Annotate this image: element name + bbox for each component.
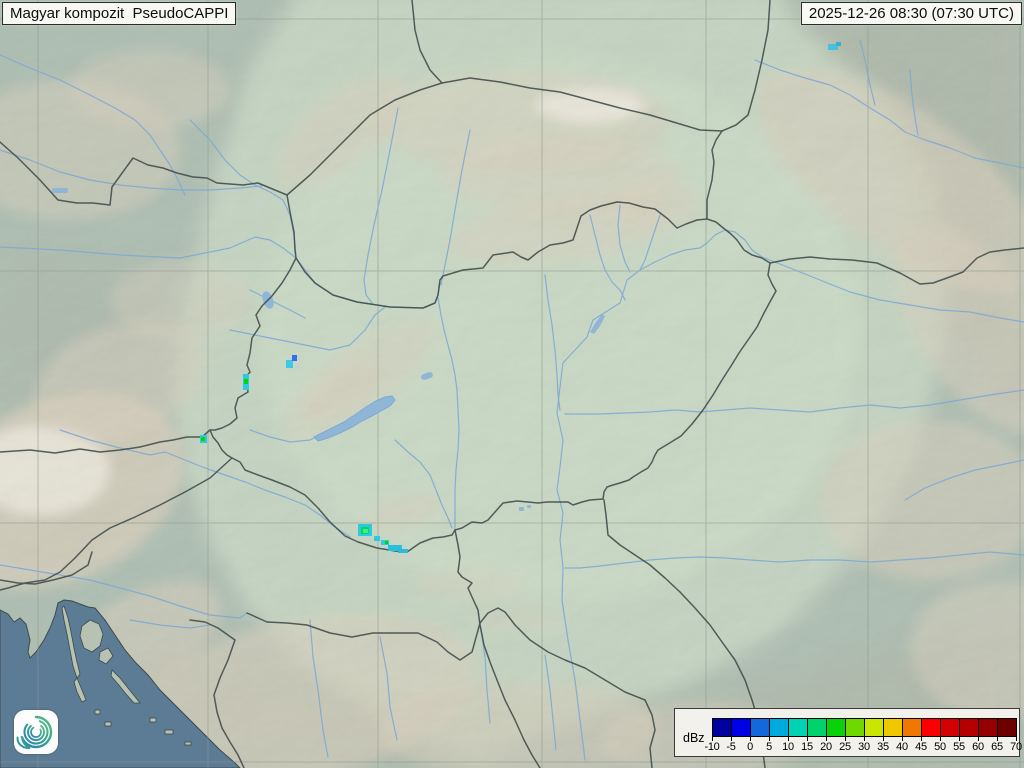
colorbar-tick-label: 30 xyxy=(858,741,870,753)
colorbar-tick xyxy=(883,737,884,741)
colorbar-tick xyxy=(959,737,960,741)
dbz-unit-label: dBz xyxy=(683,731,705,745)
colorbar-cell xyxy=(807,718,827,737)
colorbar-cell xyxy=(769,718,789,737)
colorbar-tick-label: 0 xyxy=(747,741,753,753)
colorbar-tick xyxy=(750,737,751,741)
colorbar-cell xyxy=(864,718,884,737)
colorbar-tick-label: 45 xyxy=(915,741,927,753)
colorbar-tick-label: 35 xyxy=(877,741,889,753)
colorbar-tick-label: 70 xyxy=(1010,741,1022,753)
radar-echo xyxy=(292,355,297,361)
colorbar-cell xyxy=(921,718,941,737)
colorbar-cell xyxy=(712,718,732,737)
timestamp-label: 2025-12-26 08:30 (07:30 UTC) xyxy=(800,2,1022,25)
colorbar-tick-label: 60 xyxy=(972,741,984,753)
rivers xyxy=(0,39,1024,761)
lake-velence xyxy=(421,372,433,380)
colorbar-tick xyxy=(902,737,903,741)
colorbar-tick-label: 20 xyxy=(820,741,832,753)
colorbar-tick-label: 15 xyxy=(801,741,813,753)
lake-nove-mlyny xyxy=(52,188,68,193)
radar-echo xyxy=(836,42,841,46)
colorbar-tick-label: 65 xyxy=(991,741,1003,753)
colorbar-cells xyxy=(712,718,1017,737)
colorbar-tick-label: -5 xyxy=(726,741,736,753)
colorbar-tick xyxy=(1016,737,1017,741)
radar-echo xyxy=(385,541,388,544)
colorbar-cell xyxy=(826,718,846,737)
colorbar-cell xyxy=(788,718,808,737)
radar-echo xyxy=(374,536,380,541)
colorbar-cell xyxy=(750,718,770,737)
colorbar-tick xyxy=(845,737,846,741)
spiral-logo-icon xyxy=(16,715,53,750)
colorbar-tick xyxy=(712,737,713,741)
colorbar-tick-label: 40 xyxy=(896,741,908,753)
colorbar-cell xyxy=(940,718,960,737)
radar-echo xyxy=(201,437,205,441)
adriatic-sea xyxy=(0,599,241,768)
lake-balaton xyxy=(313,395,396,442)
dbz-colorbar: dBz -10 -5 0 5 10 15 20 25 30 35 40 45 50 55 60 65 70 xyxy=(674,708,1022,757)
colorbar-tick xyxy=(940,737,941,741)
colorbar-tick xyxy=(769,737,770,741)
colorbar-tick xyxy=(921,737,922,741)
colorbar-tick xyxy=(807,737,808,741)
radar-echo xyxy=(388,545,402,551)
colorbar-cell xyxy=(883,718,903,737)
colorbar-cell xyxy=(845,718,865,737)
radar-echo xyxy=(828,44,838,50)
colorbar-tick xyxy=(788,737,789,741)
colorbar-tick xyxy=(826,737,827,741)
adriatic-islands xyxy=(61,605,192,746)
colorbar-cell xyxy=(731,718,751,737)
colorbar-tick xyxy=(997,737,998,741)
product-label: Magyar kompozit PseudoCAPPI xyxy=(2,2,237,25)
radar-echo-layer xyxy=(200,42,841,553)
colorbar-cell xyxy=(902,718,922,737)
colorbar-tick xyxy=(978,737,979,741)
colorbar-cell xyxy=(997,718,1017,737)
colorbar-cell xyxy=(978,718,998,737)
colorbar-tick-label: -10 xyxy=(704,741,720,753)
colorbar-tick-label: 25 xyxy=(839,741,851,753)
colorbar-tick-label: 5 xyxy=(766,741,772,753)
radar-echo xyxy=(398,549,408,553)
colorbar-tick-label: 55 xyxy=(953,741,965,753)
radar-echo xyxy=(363,529,368,533)
radar-echo xyxy=(286,360,293,368)
colorbar-tick xyxy=(731,737,732,741)
colorbar-tick-label: 10 xyxy=(782,741,794,753)
colorbar-cell xyxy=(959,718,979,737)
lake-tisza xyxy=(590,314,605,334)
colorbar-tick xyxy=(864,737,865,741)
hungaromet-logo xyxy=(14,710,58,754)
radar-echo xyxy=(244,379,248,384)
colorbar-tick-label: 50 xyxy=(934,741,946,753)
